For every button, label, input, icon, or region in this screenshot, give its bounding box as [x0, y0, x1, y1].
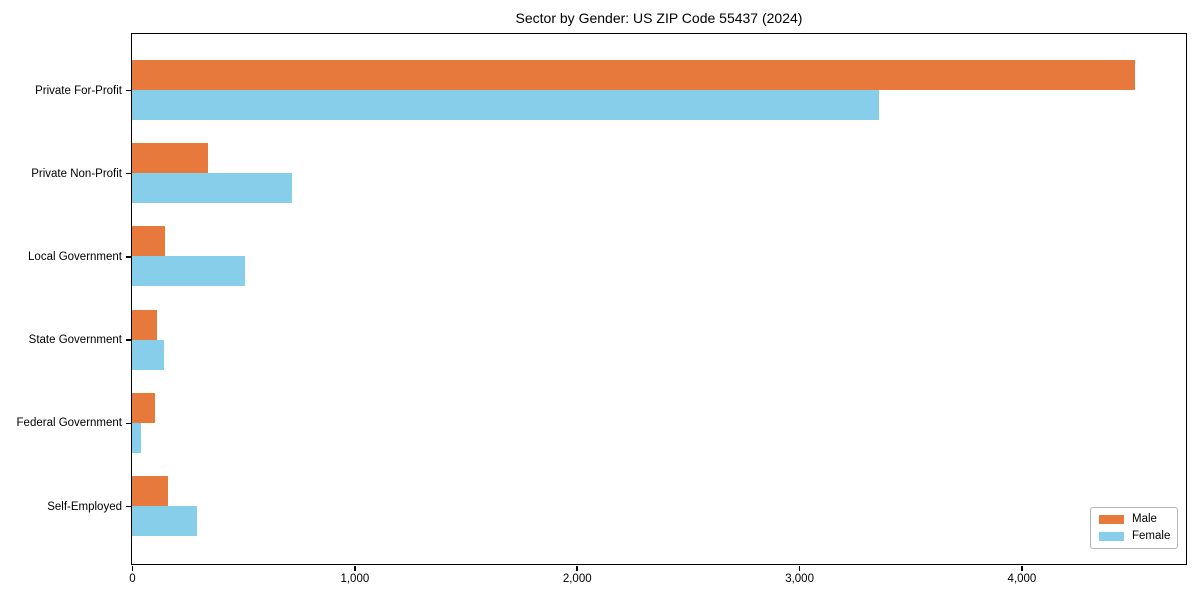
bar-male-4 — [132, 309, 157, 340]
bar-male-3 — [132, 226, 166, 257]
y-tick-label-1: Private For-Profit — [35, 84, 122, 97]
bar-male-2 — [132, 143, 208, 174]
legend-entry-female: Female — [1099, 530, 1171, 542]
legend-entry-male: Male — [1099, 513, 1169, 525]
bar-female-5 — [132, 422, 141, 453]
bar-female-4 — [132, 339, 165, 370]
y-tick-label-5: Federal Government — [16, 417, 122, 430]
bar-female-3 — [132, 256, 246, 287]
y-tick-label-3: Local Government — [28, 250, 122, 263]
legend: Male Female — [1090, 507, 1178, 549]
x-tick-mark — [1021, 566, 1023, 571]
bar-male-1 — [132, 60, 1135, 90]
bar-male-5 — [132, 392, 156, 423]
legend-swatch-female — [1099, 532, 1124, 541]
plot-area — [131, 33, 1187, 565]
x-tick-label-5: 4,000 — [1007, 573, 1037, 585]
legend-label-female: Female — [1132, 530, 1171, 542]
x-tick-mark — [354, 566, 356, 571]
x-tick-mark — [576, 566, 578, 571]
x-tick-mark — [798, 566, 801, 571]
y-tick-label-4: State Government — [28, 334, 122, 347]
bar-female-6 — [132, 506, 197, 536]
x-tick-label-1: 0 — [129, 573, 136, 585]
bar-male-6 — [132, 476, 168, 506]
x-tick-mark — [131, 566, 134, 571]
x-tick-label-2: 1,000 — [340, 573, 370, 585]
legend-label-male: Male — [1132, 513, 1157, 525]
x-tick-label-4: 3,000 — [785, 573, 814, 585]
legend-swatch-male — [1099, 515, 1124, 524]
chart-title: Sector by Gender: US ZIP Code 55437 (202… — [515, 10, 803, 26]
y-tick-label-6: Self-Employed — [47, 500, 122, 513]
x-tick-label-3: 2,000 — [562, 573, 592, 585]
bar-female-1 — [132, 90, 880, 120]
bar-female-2 — [132, 173, 293, 204]
y-tick-label-2: Private Non-Profit — [31, 167, 122, 180]
